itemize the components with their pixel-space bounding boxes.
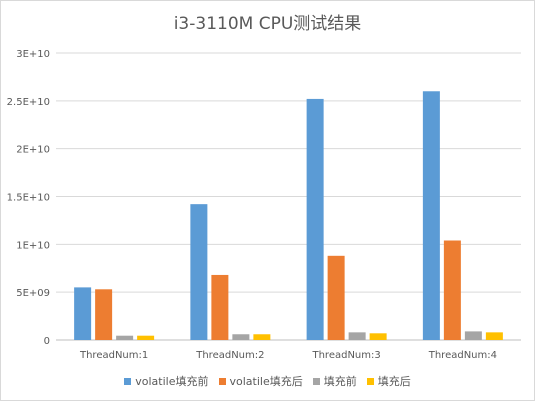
bar [95, 289, 113, 340]
y-tick-label: 1.5E+10 [7, 193, 50, 204]
y-tick-label: 5E+09 [16, 288, 50, 299]
bar [253, 334, 271, 340]
bar [464, 331, 482, 340]
bar [190, 204, 208, 340]
bar [74, 287, 92, 340]
x-tick-label: ThreadNum:4 [428, 350, 497, 361]
bar [232, 334, 250, 340]
chart-title: i3-3110M CPU测试结果 [173, 14, 362, 34]
legend-item: volatile填充前 [124, 373, 209, 389]
bar [443, 240, 461, 340]
legend-item: 填充后 [366, 373, 411, 389]
y-tick-label: 2E+10 [16, 145, 50, 156]
legend-swatch [124, 377, 132, 385]
bar [422, 91, 440, 341]
legend-label: 填充后 [377, 375, 411, 388]
x-tick-label: ThreadNum:2 [195, 350, 264, 361]
bar [137, 335, 155, 340]
bar [369, 333, 387, 340]
bar [348, 332, 366, 340]
x-tick-label: ThreadNum:3 [311, 350, 380, 361]
bar [485, 332, 503, 340]
legend-label: 填充前 [323, 375, 357, 388]
y-tick-label: 1E+10 [16, 240, 50, 251]
chart-legend: volatile填充前 volatile填充后 填充前 填充后 [1, 373, 534, 389]
y-tick-label: 0 [44, 336, 50, 347]
legend-item: volatile填充后 [218, 373, 303, 389]
bar [211, 274, 229, 340]
legend-swatch [218, 377, 226, 385]
y-tick-label: 2.5E+10 [7, 97, 50, 108]
legend-swatch [366, 377, 374, 385]
legend-item: 填充前 [312, 373, 357, 389]
legend-swatch [312, 377, 320, 385]
legend-label: volatile填充后 [229, 375, 303, 388]
legend-label: volatile填充前 [135, 375, 209, 388]
bar [116, 335, 134, 340]
bar [306, 98, 324, 340]
bar [327, 255, 345, 340]
x-tick-label: ThreadNum:1 [79, 350, 148, 361]
y-tick-label: 3E+10 [16, 49, 50, 60]
